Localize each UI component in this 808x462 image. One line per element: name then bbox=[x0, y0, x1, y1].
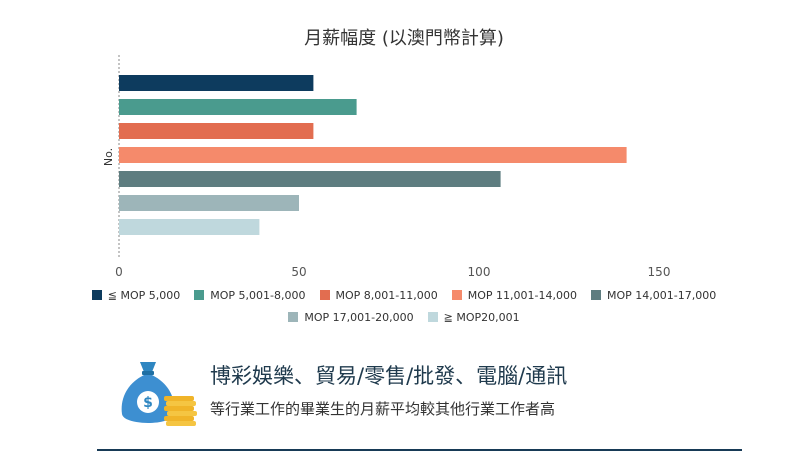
legend-item-6[interactable]: MOP 17,001-20,000 bbox=[288, 309, 414, 325]
legend-item-7[interactable]: ≧ MOP20,001 bbox=[427, 309, 520, 325]
legend-swatch bbox=[451, 290, 462, 300]
legend-swatch bbox=[91, 290, 102, 300]
footer-headline: 博彩娛樂、貿易/零售/批發、電腦/通訊 bbox=[210, 364, 568, 388]
bar-chart: 月薪幅度 (以澳門幣計算) No. 0 50 100 150 bbox=[102, 28, 671, 279]
bar-2 bbox=[119, 99, 357, 115]
bar-6 bbox=[119, 195, 299, 211]
legend-label: MOP 5,001-8,000 bbox=[210, 288, 306, 302]
legend-item-1[interactable]: ≦ MOP 5,000 bbox=[91, 287, 181, 303]
legend-item-5[interactable]: MOP 14,001-17,000 bbox=[590, 287, 717, 303]
legend-label: ≧ MOP20,001 bbox=[443, 310, 520, 324]
legend-label: MOP 14,001-17,000 bbox=[606, 288, 717, 302]
footer-callout: $ 博彩娛樂、貿易/零售/批發、電腦/通訊 等行業工作的畢業生的月薪平均較其他行… bbox=[112, 352, 772, 432]
x-tick-label: 50 bbox=[291, 265, 306, 279]
legend-swatch bbox=[288, 312, 299, 322]
legend-item-3[interactable]: MOP 8,001-11,000 bbox=[319, 287, 438, 303]
legend-label: MOP 8,001-11,000 bbox=[335, 288, 438, 302]
legend-swatch bbox=[319, 290, 330, 300]
legend-swatch bbox=[194, 290, 205, 300]
bar-3 bbox=[119, 123, 314, 139]
x-tick-label: 150 bbox=[648, 265, 671, 279]
bar-5 bbox=[119, 171, 501, 187]
svg-text:$: $ bbox=[143, 395, 153, 411]
bar-4 bbox=[119, 147, 627, 163]
footer-subline: 等行業工作的畢業生的月薪平均較其他行業工作者高 bbox=[210, 400, 556, 418]
bottom-divider bbox=[97, 449, 742, 451]
legend-item-4[interactable]: MOP 11,001-14,000 bbox=[451, 287, 577, 303]
bar-1 bbox=[119, 75, 314, 91]
coin-stack-icon bbox=[164, 396, 197, 426]
x-tick-label: 100 bbox=[468, 265, 491, 279]
legend-row-1: ≦ MOP 5,000 MOP 5,001-8,000 MOP 8,001-11,0… bbox=[80, 287, 728, 303]
legend-row-2: MOP 17,001-20,000 ≧ MOP20,001 bbox=[80, 309, 728, 325]
legend-swatch bbox=[427, 312, 438, 322]
money-bag-icon: $ bbox=[121, 362, 197, 426]
y-axis-label: No. bbox=[102, 148, 115, 166]
legend-label: MOP 17,001-20,000 bbox=[304, 310, 414, 324]
chart-title: 月薪幅度 (以澳門幣計算) bbox=[304, 28, 504, 49]
legend-swatch bbox=[590, 290, 601, 300]
x-tick-label: 0 bbox=[115, 265, 123, 279]
legend-item-2[interactable]: MOP 5,001-8,000 bbox=[194, 287, 306, 303]
legend-label: MOP 11,001-14,000 bbox=[467, 288, 577, 302]
legend-label: ≦ MOP 5,000 bbox=[107, 288, 181, 302]
bar-7 bbox=[119, 219, 260, 235]
